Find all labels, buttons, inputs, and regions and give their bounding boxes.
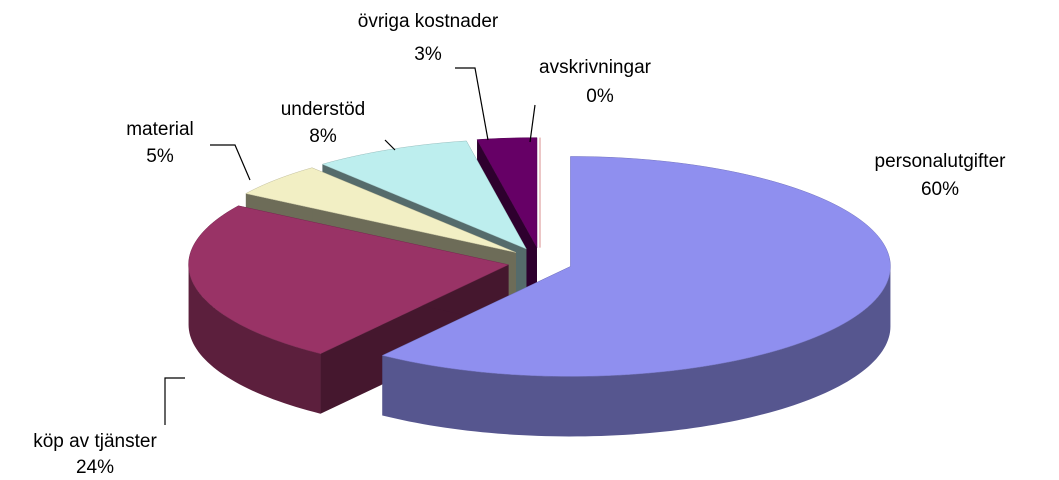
leader-line [384, 139, 396, 151]
slice-label: övriga kostnader [358, 11, 499, 32]
slice-value-label: 5% [146, 146, 174, 167]
slice-label: understöd [281, 99, 366, 120]
leader-line [210, 144, 251, 181]
slice-value-label: 60% [921, 179, 959, 200]
leader-line [164, 377, 185, 425]
slice-label: material [126, 119, 194, 140]
slice-wall [382, 266, 891, 437]
slice [245, 167, 517, 253]
slice-value-label: 8% [309, 126, 337, 147]
slice [381, 156, 891, 377]
leader-line [455, 67, 489, 141]
slice-value-label: 0% [586, 86, 614, 107]
slice-label: personalutgifter [875, 151, 1007, 172]
slice [476, 137, 538, 249]
slice [188, 205, 510, 354]
slice-label: avskrivningar [539, 57, 652, 78]
slice [321, 140, 527, 250]
slice-value-label: 24% [76, 457, 114, 478]
pie [188, 137, 891, 437]
slice-label: köp av tjänster [33, 431, 157, 452]
slice-wall [188, 264, 321, 414]
slice-value-label: 3% [414, 44, 442, 65]
leader-line [529, 104, 536, 143]
